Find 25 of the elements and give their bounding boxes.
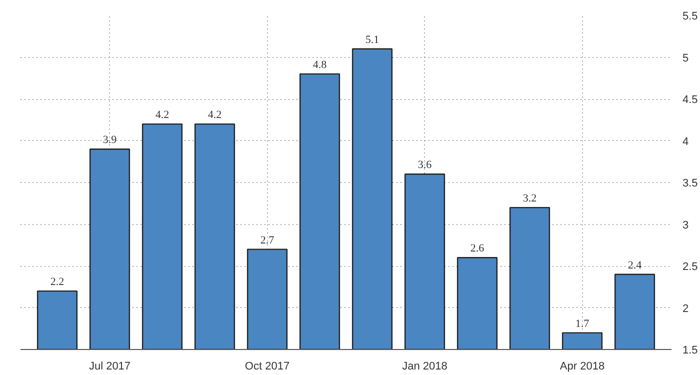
data-label: 2.4 bbox=[628, 259, 642, 272]
data-label: 4.2 bbox=[155, 109, 170, 122]
y-tick-label: 5 bbox=[682, 52, 689, 64]
y-tick-label: 3 bbox=[682, 219, 689, 232]
data-label: 4.2 bbox=[208, 109, 222, 122]
data-label: 2.7 bbox=[260, 234, 275, 246]
y-tick-label: 3.5 bbox=[682, 178, 698, 190]
y-tick-label: 4 bbox=[682, 136, 689, 148]
data-label: 2.6 bbox=[470, 242, 485, 255]
y-tick-label: 2 bbox=[682, 302, 689, 315]
y-tick-label: 2.5 bbox=[682, 261, 698, 273]
data-label: 3.6 bbox=[418, 159, 432, 172]
y-tick-label: 1.5 bbox=[682, 344, 698, 356]
data-label: 3.2 bbox=[522, 192, 537, 205]
x-tick-label: Apr 2018 bbox=[560, 360, 605, 372]
x-tick-label: Jul 2017 bbox=[88, 360, 131, 372]
y-tick-label: 5.5 bbox=[682, 10, 698, 22]
x-tick-label: Oct 2017 bbox=[244, 360, 290, 372]
data-label: 5.1 bbox=[365, 34, 380, 46]
x-tick-label: Jan 2018 bbox=[402, 360, 448, 372]
data-label: 1.7 bbox=[575, 318, 590, 330]
data-label: 4.8 bbox=[312, 58, 328, 71]
data-label: 3.9 bbox=[102, 134, 118, 146]
y-tick-label: 4.5 bbox=[682, 94, 698, 106]
data-label: 2.2 bbox=[50, 276, 64, 288]
